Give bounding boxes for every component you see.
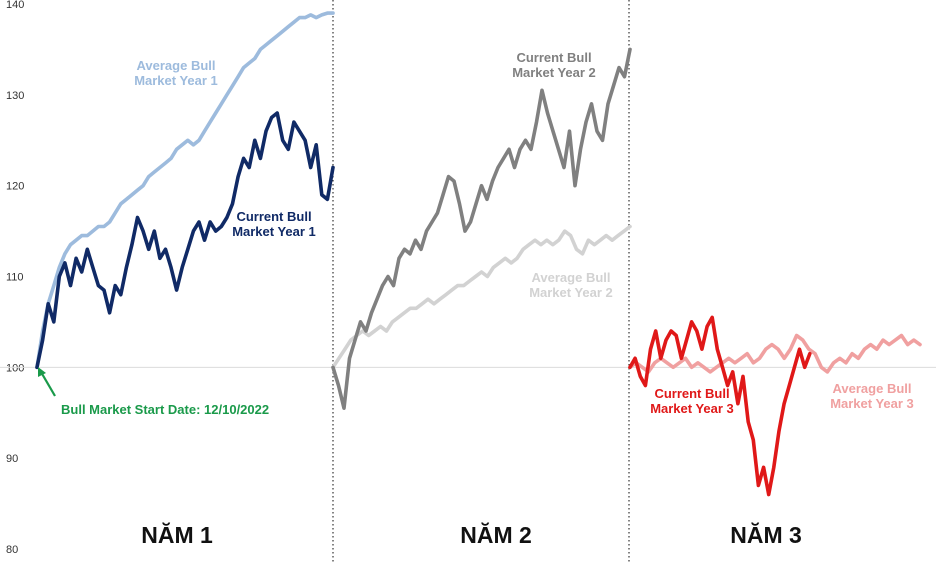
- year-label: NĂM 3: [730, 521, 802, 548]
- series-label-line: Market Year 2: [512, 65, 596, 80]
- series-line: [628, 333, 922, 374]
- start-annotation: Bull Market Start Date: 12/10/2022: [38, 367, 269, 417]
- series-label-line: Market Year 1: [134, 73, 218, 88]
- series-line: [331, 224, 632, 370]
- series-label-line: Market Year 3: [650, 401, 734, 416]
- series-line: [35, 11, 335, 370]
- series-line: [331, 47, 632, 411]
- year-label: NĂM 2: [460, 521, 532, 548]
- series-label-line: Average Bull: [833, 381, 912, 396]
- series-label: Current Bull Market Year 2: [512, 50, 596, 80]
- series-label: Current Bull Market Year 3: [650, 386, 734, 416]
- series-label: Average Bull Market Year 2: [529, 270, 613, 300]
- series-label-line: Average Bull: [137, 58, 216, 73]
- y-tick-label: 80: [6, 544, 18, 556]
- series-label-line: Current Bull: [654, 386, 729, 401]
- y-tick-label: 140: [6, 0, 24, 11]
- series-label-line: Average Bull: [532, 270, 611, 285]
- series-label: Average Bull Market Year 1: [134, 58, 218, 88]
- y-tick-label: 120: [6, 181, 24, 193]
- start-date-annotation: Bull Market Start Date: 12/10/2022: [61, 402, 269, 417]
- arrow-head-icon: [38, 367, 46, 377]
- series-label-line: Current Bull: [236, 209, 311, 224]
- y-tick-label: 130: [6, 90, 24, 102]
- arrow-line: [40, 371, 56, 397]
- y-tick-label: 110: [6, 272, 24, 284]
- year-labels: NĂM 1 NĂM 2 NĂM 3: [141, 521, 802, 548]
- series-line: [35, 111, 335, 370]
- y-tick-label: 90: [6, 453, 18, 465]
- series-label-line: Market Year 2: [529, 285, 613, 300]
- series-label: Average Bull Market Year 3: [830, 381, 914, 411]
- series-label-line: Market Year 1: [232, 224, 316, 239]
- series-label-line: Market Year 3: [830, 396, 914, 411]
- series-label-line: Current Bull: [516, 50, 591, 65]
- series-lines: [35, 11, 922, 497]
- year-label: NĂM 1: [141, 521, 213, 548]
- series-label: Current Bull Market Year 1: [232, 209, 316, 239]
- series-line: [628, 315, 812, 497]
- y-tick-label: 100: [6, 362, 24, 374]
